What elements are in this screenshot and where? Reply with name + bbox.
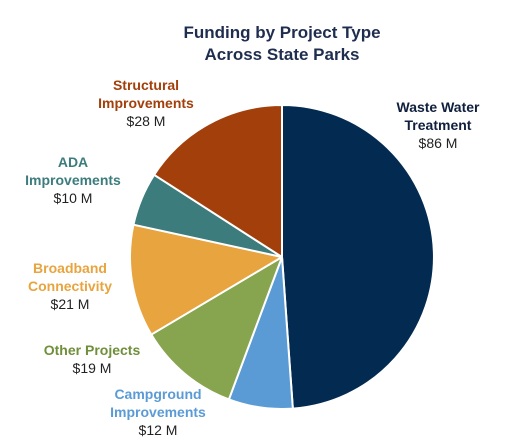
pie-slice-broadband-connectivity <box>129 223 283 336</box>
chart-title-line-1: Funding by Project Type <box>183 23 380 42</box>
slice-value-waste-water-treatment: $86 M <box>419 135 458 151</box>
pie-slice-structural-improvements <box>153 104 283 258</box>
slice-value-ada-improvements: $10 M <box>54 190 93 206</box>
slice-value-structural-improvements: $28 M <box>127 113 166 129</box>
slice-value-broadband-connectivity: $21 M <box>51 296 90 312</box>
slice-label-ada-improvements-line-1: ADA <box>58 154 88 170</box>
slice-label-structural-improvements-line-1: Structural <box>113 77 179 93</box>
pie-slices <box>129 104 435 410</box>
slice-label-structural-improvements-line-2: Improvements <box>98 95 194 111</box>
slice-label-other-projects-line-1: Other Projects <box>44 342 141 358</box>
slice-label-ada-improvements-line-2: Improvements <box>25 172 121 188</box>
slice-label-waste-water-treatment-line-1: Waste Water <box>397 99 481 115</box>
slice-value-other-projects: $19 M <box>73 360 112 376</box>
slice-labels: Waste Water Treatment $86 M Campground Impro… <box>25 77 480 438</box>
pie-slice-other-projects <box>150 256 283 401</box>
slice-label-waste-water-treatment-line-2: Treatment <box>405 117 472 133</box>
chart-title-line-2: Across State Parks <box>205 45 360 64</box>
slice-label-broadband-connectivity-line-1: Broadband <box>33 260 107 276</box>
slice-label-broadband-connectivity-line-2: Connectivity <box>28 278 112 294</box>
pie-slice-waste-water-treatment <box>281 104 435 410</box>
slice-value-campground-improvements: $12 M <box>139 422 178 438</box>
slice-label-campground-improvements-line-1: Campground <box>114 386 201 402</box>
slice-label-campground-improvements-line-2: Improvements <box>110 404 206 420</box>
